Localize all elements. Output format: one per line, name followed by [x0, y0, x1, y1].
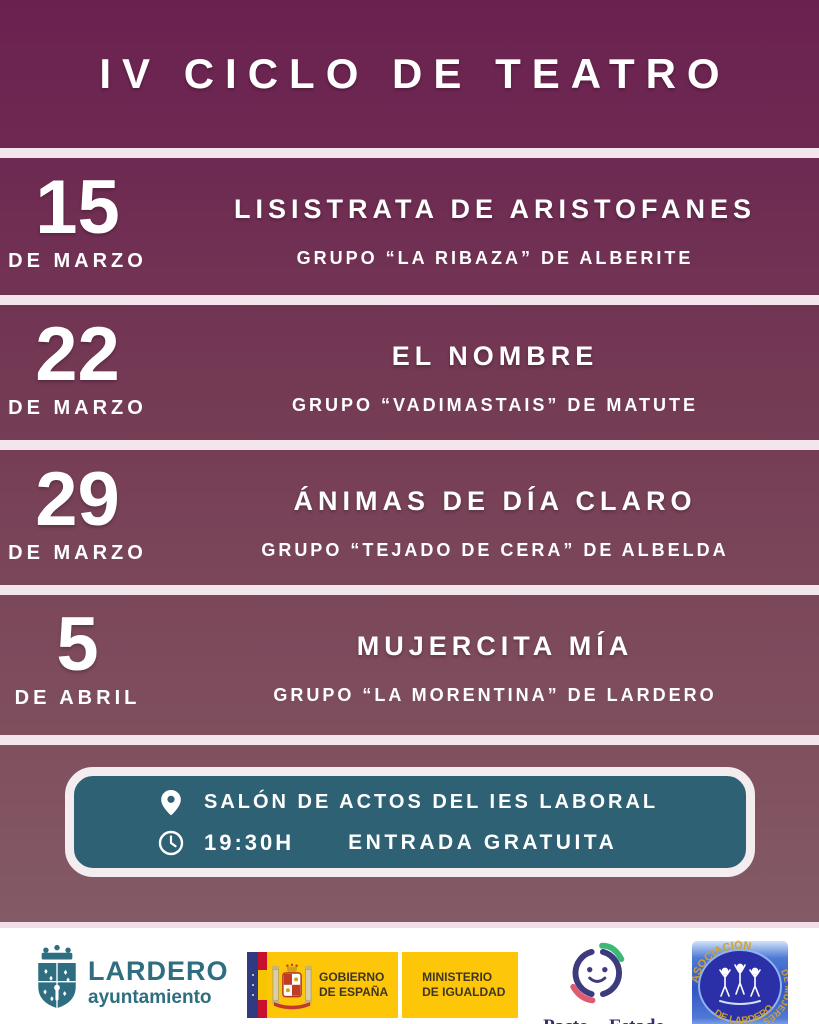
show-group: GRUPO “VADIMASTAIS” DE MATUTE: [292, 395, 698, 415]
event-day: 29: [35, 457, 120, 542]
gobierno-block: GOBIERNO DE ESPAÑA: [267, 952, 399, 1018]
event-date: 29 DE MARZO: [0, 450, 155, 585]
info-section: SALÓN DE ACTOS DEL IES LABORAL 19:30H EN…: [0, 767, 819, 922]
event-row-3: 29 DE MARZO ÁNIMAS DE DÍA CLARO GRUPO “T…: [0, 450, 819, 585]
lardero-name-label: LARDERO: [88, 956, 229, 986]
event-date: 5 DE ABRIL: [0, 595, 155, 735]
venue-label: SALÓN DE ACTOS DEL IES LABORAL: [204, 791, 659, 813]
event-day: 5: [56, 602, 99, 687]
poster-title: IV CICLO DE TEATRO: [99, 50, 731, 97]
sponsor-footer: LARDERO ayuntamiento: [0, 928, 819, 1024]
pacto-wordmark: Pacto de Estado: [538, 1017, 670, 1024]
event-month: DE MARZO: [8, 397, 147, 419]
event-row-2: 22 DE MARZO EL NOMBRE GRUPO “VADIMASTAIS…: [0, 305, 819, 440]
spain-coat-of-arms-icon: [272, 955, 312, 1016]
lardero-ayuntamiento-logo: LARDERO ayuntamiento: [34, 942, 229, 1023]
event-day: 15: [35, 165, 120, 250]
logo-divider: [398, 952, 403, 1018]
event-month: DE MARZO: [8, 542, 147, 564]
event-row-1: 15 DE MARZO LISISTRATA DE ARISTOFANES GR…: [0, 158, 819, 295]
event-details: MUJERCITA MÍA GRUPO “LA MORENTINA” DE LA…: [155, 595, 819, 735]
event-month: DE MARZO: [8, 250, 147, 272]
show-title: LISISTRATA DE ARISTOFANES: [233, 194, 757, 224]
show-title: EL NOMBRE: [391, 341, 599, 371]
show-group: GRUPO “LA MORENTINA” DE LARDERO: [273, 685, 717, 705]
ministerio-block: MINISTERIO DE IGUALDAD: [402, 952, 519, 1018]
poster-header: IV CICLO DE TEATRO: [0, 0, 819, 148]
event-details: LISISTRATA DE ARISTOFANES GRUPO “LA RIBA…: [155, 158, 819, 295]
flag-blue-band: [247, 952, 258, 1018]
separator: [0, 922, 819, 928]
event-month: DE ABRIL: [14, 687, 141, 709]
gobierno-espana-logo: GOBIERNO DE ESPAÑA MINISTERIO DE IGUALDA…: [247, 952, 519, 1018]
separator: [0, 735, 819, 745]
location-pin-icon: [158, 789, 184, 817]
venue-info-box: SALÓN DE ACTOS DEL IES LABORAL 19:30H EN…: [65, 767, 755, 877]
separator: [0, 295, 819, 305]
time-line: 19:30H ENTRADA GRATUITA: [158, 830, 746, 856]
separator: [0, 585, 819, 595]
lardero-subtitle-label: ayuntamiento: [88, 987, 212, 1008]
pacto-word1: Pacto: [543, 1016, 588, 1024]
gobierno-line2: DE ESPAÑA: [319, 985, 389, 999]
show-group: GRUPO “LA RIBAZA” DE ALBERITE: [296, 248, 694, 268]
show-title: MUJERCITA MÍA: [356, 631, 634, 661]
separator: [0, 148, 819, 158]
event-day: 22: [35, 312, 120, 397]
separator: [0, 440, 819, 450]
event-date: 15 DE MARZO: [0, 158, 155, 295]
smiley-circle-icon: [540, 942, 668, 1014]
event-row-4: 5 DE ABRIL MUJERCITA MÍA GRUPO “LA MOREN…: [0, 595, 819, 735]
spain-flag-band: [258, 952, 267, 1018]
ministerio-igualdad-label: MINISTERIO DE IGUALDAD: [422, 970, 505, 1000]
clock-icon: [158, 830, 184, 856]
lardero-shield-icon: [34, 942, 80, 1023]
show-title: ÁNIMAS DE DÍA CLARO: [293, 486, 697, 516]
pacto-word3: Estado: [609, 1016, 665, 1024]
asociacion-mujeres-lardero-logo: ASOCIACIÓN DE MUJERES DE LARDERO: [689, 939, 793, 1024]
ministerio-line2: DE IGUALDAD: [422, 985, 506, 999]
gobierno-line1: GOBIERNO: [319, 970, 385, 984]
show-group: GRUPO “TEJADO DE CERA” DE ALBELDA: [261, 540, 729, 560]
dancing-figures-icon: [719, 963, 761, 1005]
lardero-wordmark: LARDERO ayuntamiento: [88, 956, 229, 1008]
free-entry-label: ENTRADA GRATUITA: [348, 830, 618, 854]
pacto-de-estado-logo: Pacto de Estado contra la violencia de g…: [538, 936, 670, 1024]
time-label: 19:30H: [204, 829, 295, 855]
event-details: EL NOMBRE GRUPO “VADIMASTAIS” DE MATUTE: [155, 305, 819, 440]
event-date: 22 DE MARZO: [0, 305, 155, 440]
venue-line: SALÓN DE ACTOS DEL IES LABORAL: [158, 789, 746, 817]
ministerio-line1: MINISTERIO: [422, 970, 493, 984]
gobierno-label: GOBIERNO DE ESPAÑA: [319, 970, 388, 1000]
event-details: ÁNIMAS DE DÍA CLARO GRUPO “TEJADO DE CER…: [155, 450, 819, 585]
